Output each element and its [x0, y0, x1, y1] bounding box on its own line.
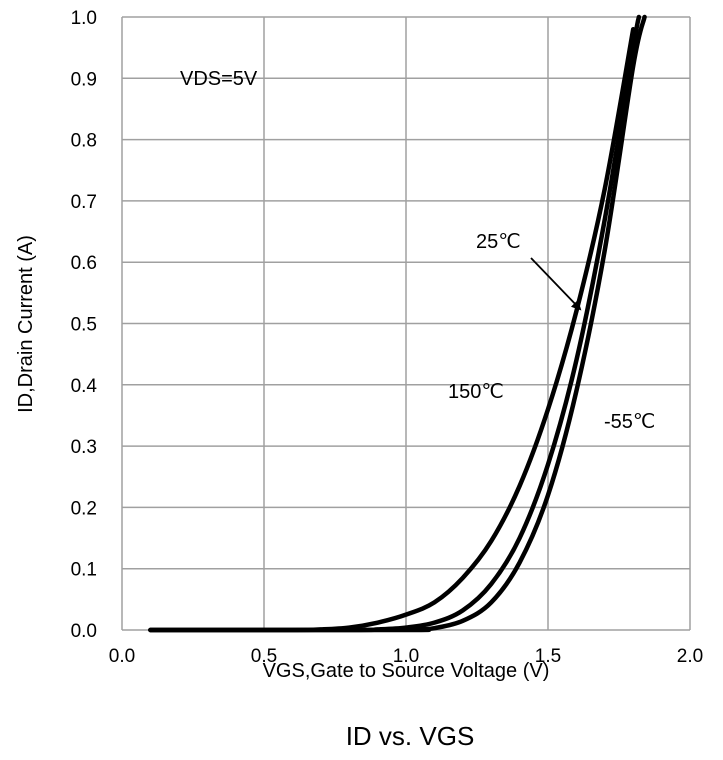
y-tick-label-8: 0.8	[71, 131, 97, 152]
y-tick-label-10: 1.0	[71, 8, 97, 29]
x-axis-label: VGS,Gate to Source Voltage (V)	[263, 660, 550, 682]
x-tick-label-2: 1.0	[393, 646, 419, 667]
x-tick-label-4: 2.0	[677, 646, 703, 667]
x-tick-label-1: 0.5	[251, 646, 277, 667]
y-tick-label-7: 0.7	[71, 192, 97, 213]
y-tick-label-3: 0.3	[71, 437, 97, 458]
y-tick-label-6: 0.6	[71, 253, 97, 274]
y-tick-label-0: 0.0	[71, 621, 97, 642]
y-tick-label-4: 0.4	[71, 376, 98, 397]
series-curve-minus55c	[148, 14, 647, 633]
series-label-150c: 150℃	[448, 381, 504, 403]
series-label-25c: 25℃	[476, 231, 521, 253]
y-tick-label-2: 0.2	[71, 498, 97, 519]
y-tick-label-1: 0.1	[71, 560, 97, 581]
y-axis-label: ID,Drain Current (A)	[15, 235, 37, 413]
series-label-minus55c: -55℃	[604, 411, 655, 433]
y-tick-label-5: 0.5	[71, 315, 97, 336]
series-curves	[148, 14, 647, 633]
arrow-25c	[530, 257, 582, 311]
condition-annotation: VDS=5V	[180, 68, 258, 90]
series-curve-150c	[148, 27, 636, 633]
grid	[121, 16, 691, 631]
y-tick-label-9: 0.9	[71, 69, 97, 90]
chart-title: ID vs. VGS	[346, 721, 475, 751]
x-tick-label-0: 0.0	[109, 646, 135, 667]
x-tick-label-3: 1.5	[535, 646, 561, 667]
tick-labels: 0.0 0.5 1.0 1.5 2.0 0.0 0.1 0.2 0.3 0.4 0.5 0.6 0.7 0…	[71, 8, 704, 667]
